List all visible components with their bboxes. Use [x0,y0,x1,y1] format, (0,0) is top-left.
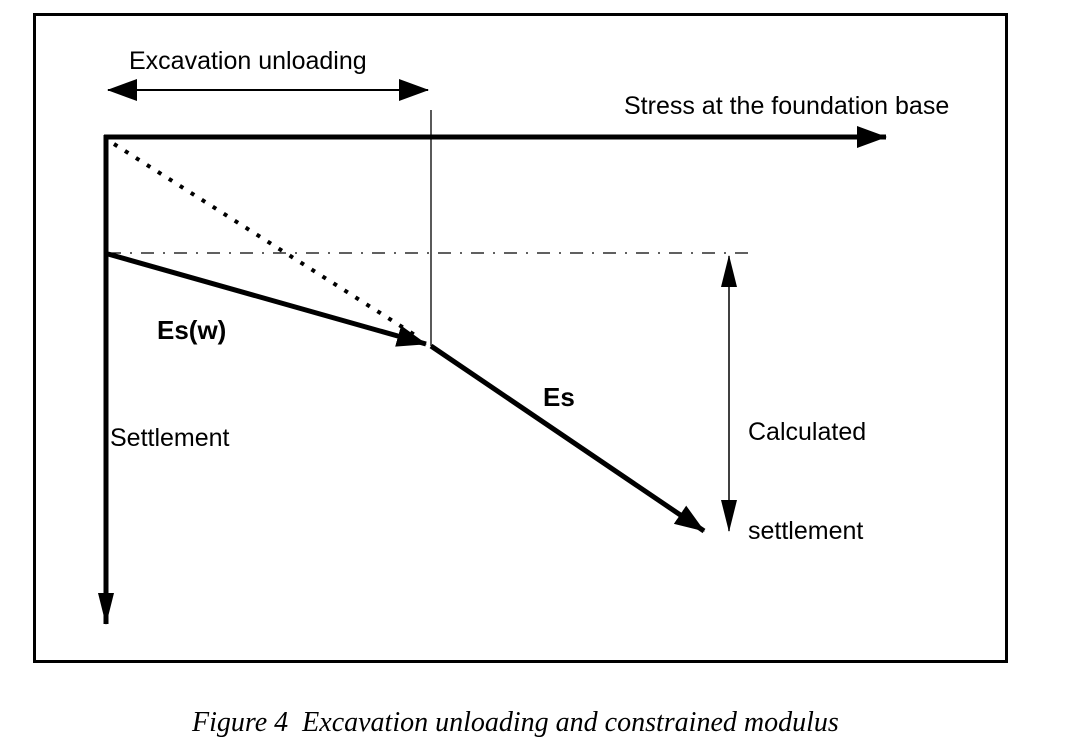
es-label: Es [543,382,575,412]
figure-border-box [33,13,1008,663]
excavation-unloading-label: Excavation unloading [129,47,367,75]
dotted-secant-line [112,142,420,339]
esw-modulus-line [107,251,427,347]
calculated-settlement-line1: Calculated [748,418,867,446]
calculated-settlement-label: Calculated settlement [748,350,866,614]
figure-caption: Figure 4 Excavation unloading and constr… [192,707,839,738]
calculated-settlement-line2: settlement [748,517,864,545]
settlement-axis-label: Settlement [110,424,230,452]
es-modulus-line [429,343,706,534]
esw-label: Es(w) [157,315,227,345]
stress-axis-label: Stress at the foundation base [624,92,950,120]
